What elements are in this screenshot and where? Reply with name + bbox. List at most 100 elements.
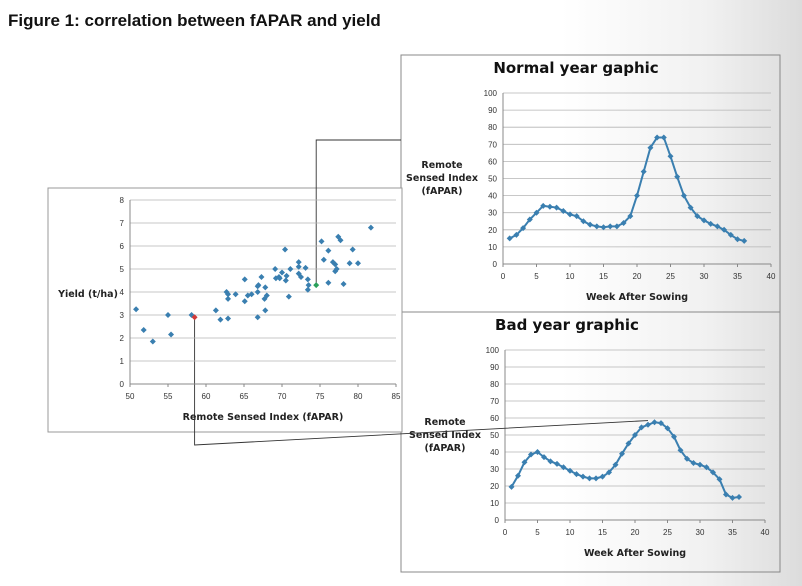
x-tick-label: 25 (666, 272, 675, 281)
y-tick-label: 10 (490, 499, 499, 508)
scatter-point (133, 306, 140, 313)
data-point (734, 236, 741, 243)
y-tick-label: 90 (490, 363, 499, 372)
y-axis-label: Remote Sensed Index (fAPAR) (409, 417, 481, 454)
y-tick-label: 20 (488, 226, 497, 235)
normal-year-chart: 0 10 20 30 40 50 60 70 80 90 100 0 5 10 15 20 25 30 35 40 No… (406, 59, 776, 303)
scatter-point (304, 286, 311, 293)
y-tick-label: 4 (120, 288, 125, 297)
y-tick-label: 3 (120, 311, 125, 320)
x-tick-label: 85 (392, 392, 401, 401)
data-point (560, 207, 567, 214)
y-tick-label: 40 (490, 448, 499, 457)
scatter-point (276, 275, 283, 282)
y-tick-label: 90 (488, 106, 497, 115)
x-tick-label: 5 (534, 272, 539, 281)
data-point (660, 134, 667, 141)
data-point (664, 425, 671, 432)
data-point (567, 211, 573, 218)
scatter-point (262, 307, 269, 314)
y-axis-label-line: (fAPAR) (422, 186, 463, 197)
data-point (707, 220, 714, 227)
y-axis-label-line: Remote (421, 160, 462, 171)
data-point (638, 424, 645, 431)
y-tick-label: 20 (490, 482, 499, 491)
data-point (640, 168, 647, 175)
data-point (721, 226, 728, 233)
data-point (674, 173, 681, 180)
y-tick-label: 0 (495, 516, 500, 525)
data-point (520, 225, 527, 232)
x-tick-label: 35 (728, 528, 737, 537)
highlighted-point-bad-year (191, 314, 198, 321)
y-axis-label: Yield (t/ha) (57, 289, 118, 300)
y-tick-label: 2 (120, 334, 125, 343)
data-point (546, 203, 553, 210)
y-tick-label: 30 (490, 465, 499, 474)
data-point (573, 471, 580, 478)
y-tick-label: 70 (488, 140, 497, 149)
y-tick-label: 70 (490, 397, 499, 406)
data-point (654, 134, 661, 141)
data-point (533, 209, 540, 216)
connector-bad-year (194, 317, 649, 446)
scatter-point (282, 246, 289, 253)
data-point (697, 461, 703, 468)
chart-title: Normal year gaphic (493, 59, 658, 77)
scatter-point (241, 276, 248, 283)
x-tick-label: 75 (316, 392, 325, 401)
x-tick-label: 0 (503, 528, 508, 537)
x-axis-label: Remote Sensed Index (fAPAR) (183, 412, 344, 423)
y-tick-label: 1 (120, 357, 125, 366)
x-tick-label: 70 (278, 392, 287, 401)
data-point (586, 475, 593, 482)
data-point (587, 221, 594, 228)
scatter-point (325, 279, 332, 286)
data-point (634, 192, 640, 199)
data-point (651, 419, 658, 426)
data-point (580, 218, 587, 225)
data-point (607, 223, 614, 230)
scatter-point (332, 261, 339, 268)
highlighted-point-normal-year (313, 282, 320, 289)
data-point (619, 450, 625, 457)
data-point (625, 440, 632, 447)
figure-title: Figure 1: correlation between fAPAR and … (8, 11, 381, 30)
data-point (620, 219, 627, 226)
chart-title: Bad year graphic (495, 316, 639, 334)
scatter-point (325, 247, 332, 254)
scatter-point (283, 272, 290, 279)
data-point (528, 451, 534, 458)
scatter-point (295, 263, 302, 270)
scatter-point (298, 274, 304, 281)
x-tick-label: 60 (202, 392, 211, 401)
series-line (510, 421, 740, 499)
scatter-point (248, 291, 255, 298)
data-point (736, 494, 742, 501)
data-point (540, 202, 547, 209)
scatter-point (346, 260, 353, 267)
data-point (647, 144, 654, 151)
data-point (506, 235, 513, 242)
data-point (612, 461, 619, 468)
x-tick-label: 0 (501, 272, 506, 281)
data-point (723, 491, 729, 498)
data-point (560, 464, 567, 471)
scatter-point (212, 307, 219, 314)
x-tick-label: 50 (126, 392, 135, 401)
scatter-point (295, 259, 302, 266)
data-point (534, 449, 541, 455)
x-tick-label: 15 (598, 528, 607, 537)
scatter-point (254, 289, 261, 295)
data-point (508, 483, 515, 490)
data-point (547, 458, 554, 465)
scatter-chart: 0 1 2 3 4 5 6 7 8 50 55 60 65 70 75 80 85 Remote Sensed I… (57, 196, 401, 423)
scatter-point (272, 266, 279, 272)
scatter-point (320, 256, 327, 263)
scatter-point (225, 291, 232, 298)
data-point (694, 213, 701, 220)
scatter-point (241, 298, 248, 305)
x-tick-label: 10 (566, 528, 575, 537)
scatter-point (367, 224, 374, 231)
y-axis-label-line: Sensed Index (406, 173, 478, 184)
